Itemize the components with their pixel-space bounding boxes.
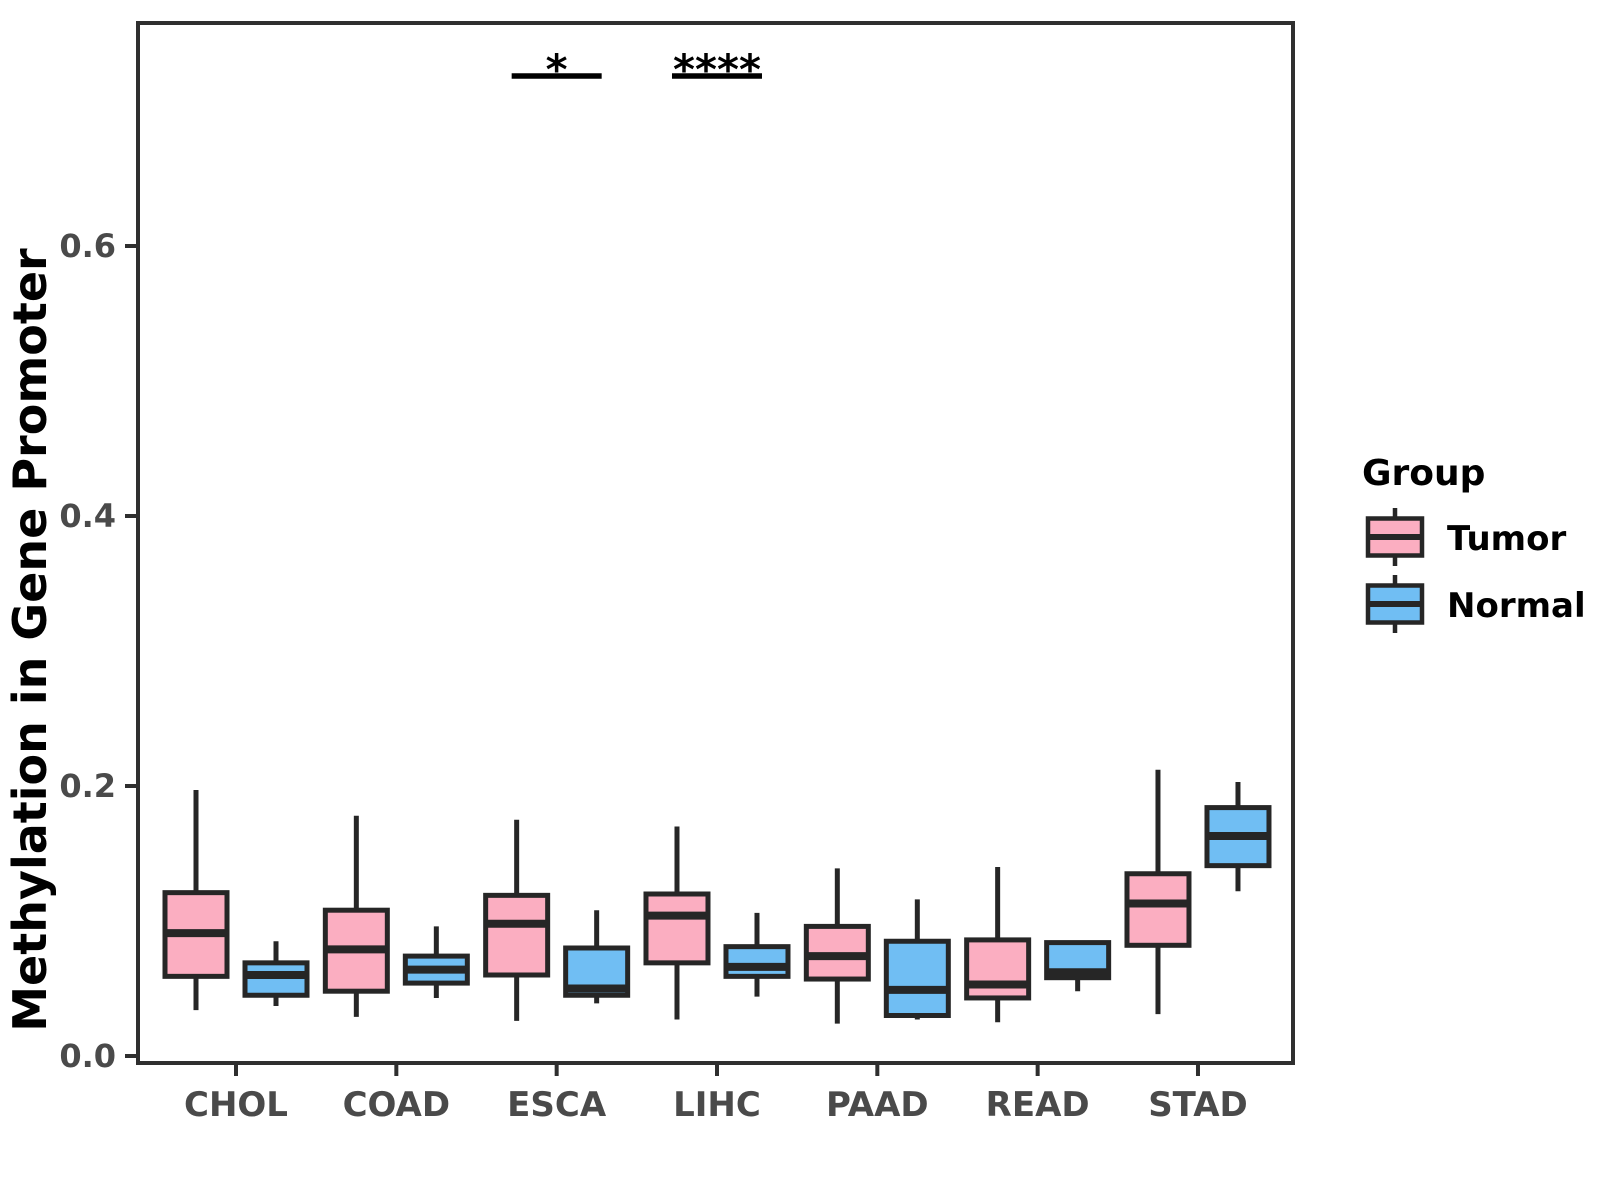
box-normal-CHOL [242,960,310,998]
y-tick-label: 0.0 [59,1037,116,1075]
box-normal-PAAD [883,938,951,1018]
box-tumor-LIHC [643,891,711,966]
y-axis-title: Methylation in Gene Promoter [3,248,57,1032]
y-tick-label: 0.6 [59,227,116,265]
x-tick-label-STAD: STAD [1148,1085,1248,1125]
plot-panel-border [136,21,1295,1065]
box-tumor-STAD [1124,871,1192,948]
legend-title: Group [1362,453,1485,494]
x-tick-label-ESCA: ESCA [507,1085,607,1125]
y-tick-label: 0.2 [59,767,116,805]
box-tumor-ESCA [483,892,551,978]
legend-label-normal: Normal [1447,586,1586,626]
x-tick-label-PAAD: PAAD [826,1085,929,1125]
x-tick-label-READ: READ [986,1085,1090,1125]
legend-label-tumor: Tumor [1447,519,1566,559]
significance-label-ESCA: * [546,45,568,94]
x-tick-label-CHOL: CHOL [184,1085,288,1125]
box-normal-LIHC [723,944,791,979]
x-tick-label-COAD: COAD [343,1085,450,1125]
box-tumor-READ [964,937,1032,1001]
x-tick-label-LIHC: LIHC [673,1085,761,1125]
significance-label-LIHC: **** [673,45,761,94]
y-tick-label: 0.4 [59,497,116,535]
